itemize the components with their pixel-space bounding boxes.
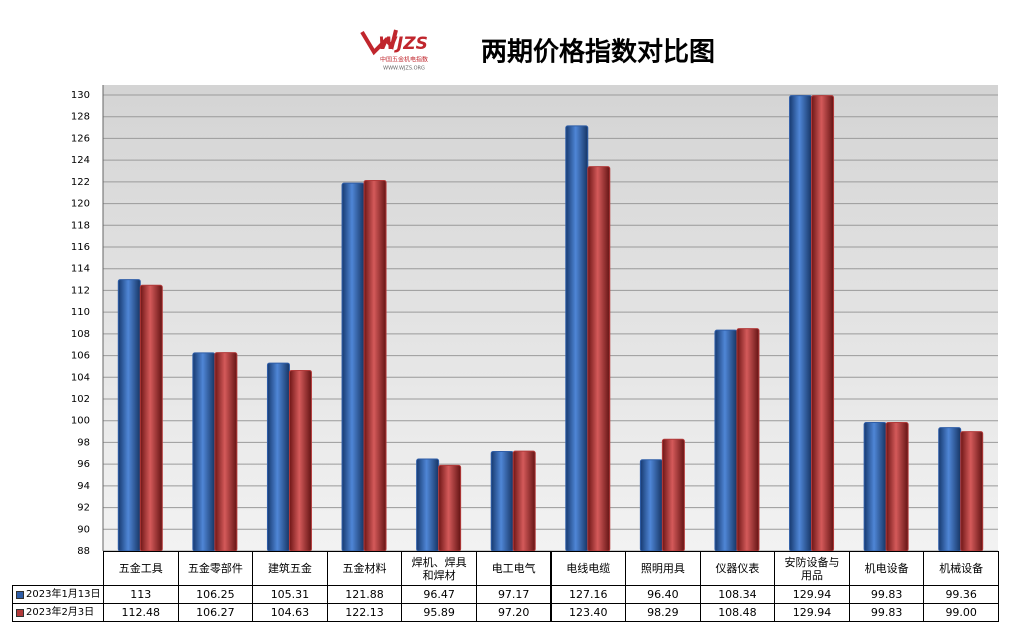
value-label: 95.89	[401, 603, 477, 622]
category-label: 照明用具	[625, 551, 701, 586]
bar	[885, 422, 909, 552]
y-tick-label: 98	[77, 437, 90, 448]
y-tick-label: 116	[71, 242, 90, 253]
value-label: 96.40	[625, 585, 701, 604]
bar	[736, 328, 760, 552]
value-label: 108.34	[699, 585, 776, 604]
y-tick-label: 108	[71, 329, 90, 340]
value-label: 122.13	[326, 603, 403, 622]
category-label: 建筑五金	[252, 551, 328, 586]
y-tick-label: 88	[77, 546, 90, 557]
bar	[363, 179, 387, 552]
bar	[661, 438, 685, 552]
category-label: 电线电缆	[550, 551, 627, 586]
bar	[214, 352, 238, 552]
chart-title: 两期价格指数对比图	[481, 37, 715, 68]
category-label: 五金零部件	[177, 551, 254, 586]
bar	[565, 125, 589, 552]
y-tick-label: 124	[71, 155, 90, 166]
y-tick-label: 106	[71, 351, 90, 362]
bar	[490, 450, 514, 552]
value-label: 99.00	[923, 603, 999, 622]
value-label: 129.94	[774, 585, 850, 604]
bar	[714, 329, 738, 552]
legend-label: 2023年1月13日	[26, 589, 101, 600]
category-label: 五金工具	[103, 551, 179, 586]
value-label: 105.31	[252, 585, 328, 604]
bar	[639, 459, 663, 552]
bar	[416, 458, 440, 552]
y-tick-label: 104	[71, 372, 90, 383]
y-tick-label: 130	[71, 90, 90, 101]
value-label: 99.83	[848, 585, 925, 604]
bar	[789, 95, 813, 552]
category-label: 焊机、焊具和焊材	[401, 551, 477, 586]
logo: WJZS 中国五金机电指数 WWW.WJZS.ORG	[360, 29, 428, 72]
legend-entry: 2023年2月3日	[12, 603, 104, 622]
value-label: 113	[103, 585, 179, 604]
y-tick-label: 92	[77, 503, 90, 514]
y-tick-label: 126	[71, 133, 90, 144]
y-tick-label: 114	[71, 264, 90, 275]
logo-url: WWW.WJZS.ORG	[383, 66, 425, 72]
logo-subtitle: 中国五金机电指数	[380, 56, 428, 64]
bar	[117, 279, 141, 552]
bar	[341, 182, 365, 552]
value-label: 123.40	[550, 603, 627, 622]
value-label: 97.20	[475, 603, 552, 622]
category-label: 五金材料	[326, 551, 403, 586]
bar	[192, 352, 216, 552]
bar	[863, 422, 887, 552]
plot-area	[103, 85, 998, 551]
y-tick-label: 128	[71, 112, 90, 123]
legend-swatch	[16, 590, 24, 599]
value-label: 108.48	[699, 603, 776, 622]
category-label: 机电设备	[848, 551, 925, 586]
category-label: 机械设备	[923, 551, 999, 586]
bar	[288, 369, 312, 552]
bar	[587, 166, 611, 552]
category-label: 安防设备与用品	[774, 551, 850, 586]
legend-entry: 2023年1月13日	[12, 585, 104, 604]
value-label: 106.25	[177, 585, 254, 604]
value-label: 112.48	[103, 603, 179, 622]
bar	[938, 427, 962, 552]
value-label: 104.63	[252, 603, 328, 622]
y-tick-label: 112	[71, 285, 90, 296]
value-label: 121.88	[326, 585, 403, 604]
bar	[811, 95, 835, 552]
y-tick-label: 90	[77, 524, 90, 535]
value-label: 127.16	[550, 585, 627, 604]
category-label: 电工电气	[475, 551, 552, 586]
y-tick-label: 118	[71, 220, 90, 231]
bar	[266, 362, 290, 552]
y-tick-label: 120	[71, 199, 90, 210]
y-tick-label: 94	[77, 481, 90, 492]
logo-mark	[360, 29, 398, 56]
y-tick-label: 122	[71, 177, 90, 188]
value-label: 97.17	[475, 585, 552, 604]
y-tick-label: 102	[71, 394, 90, 405]
y-tick-label: 100	[71, 416, 90, 427]
bar	[438, 464, 462, 552]
value-label: 129.94	[774, 603, 850, 622]
category-label: 仪器仪表	[699, 551, 776, 586]
value-label: 99.83	[848, 603, 925, 622]
bar	[512, 450, 536, 552]
bar	[960, 431, 984, 552]
value-label: 106.27	[177, 603, 254, 622]
logo-text: WJZS	[378, 34, 428, 54]
value-label: 98.29	[625, 603, 701, 622]
y-tick-label: 110	[71, 307, 90, 318]
bar	[139, 284, 163, 552]
legend-label: 2023年2月3日	[26, 607, 95, 618]
value-label: 99.36	[923, 585, 999, 604]
legend-swatch	[16, 608, 24, 617]
y-tick-label: 96	[77, 459, 90, 470]
value-label: 96.47	[401, 585, 477, 604]
